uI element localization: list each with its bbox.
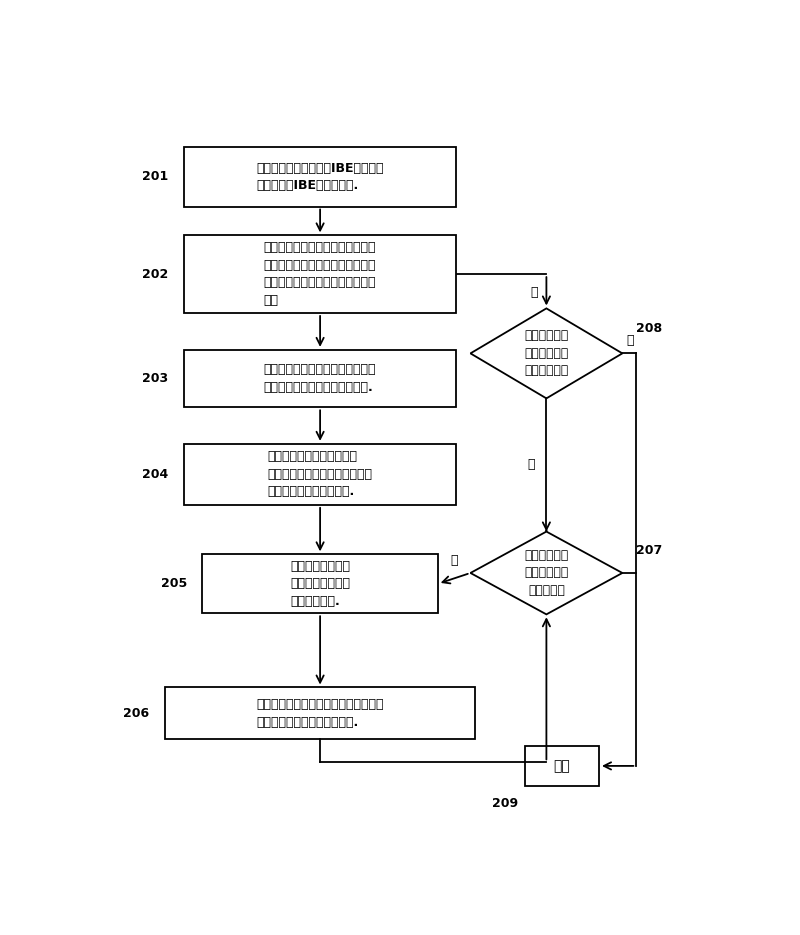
Text: 否: 否 [530, 286, 538, 299]
Bar [184, 236, 457, 313]
Text: 密钥管理中心完成系统IBE参数建立
和系统用户IBE密钥的分发.: 密钥管理中心完成系统IBE参数建立 和系统用户IBE密钥的分发. [256, 162, 384, 193]
Text: 207: 207 [636, 543, 662, 556]
Bar [184, 350, 457, 408]
Text: 204: 204 [142, 468, 168, 481]
Text: 组控制单元完成组播组接收端的接
入，生成组成员身份标识列表，将
组成员身份标识列表发送给密钥单
元。: 组控制单元完成组播组接收端的接 入，生成组成员身份标识列表，将 组成员身份标识列… [264, 241, 376, 307]
Text: 203: 203 [142, 372, 168, 385]
Polygon shape [470, 309, 622, 398]
Text: 组控制单元判
断组播组成员
数目是否为零: 组控制单元判 断组播组成员 数目是否为零 [524, 329, 569, 378]
Text: 是: 是 [626, 334, 634, 347]
Bar [165, 687, 475, 740]
Bar [525, 746, 599, 786]
Bar [184, 148, 457, 207]
Polygon shape [470, 532, 622, 614]
Bar [202, 554, 438, 613]
Text: 205: 205 [161, 577, 187, 590]
Text: 接收端接收来自发送端的组播密文，根
据各自的私钥对组播密文解密.: 接收端接收来自发送端的组播密文，根 据各自的私钥对组播密文解密. [256, 698, 384, 728]
Text: 201: 201 [142, 170, 168, 183]
Text: 208: 208 [636, 323, 662, 335]
Text: 209: 209 [492, 797, 518, 810]
Text: 结束: 结束 [554, 759, 570, 773]
Text: 202: 202 [142, 267, 168, 280]
Text: 否: 否 [450, 554, 458, 567]
Text: 密钥单元生成组加密公钥、随机会
话密钥对和各个接入端的子密钥.: 密钥单元生成组加密公钥、随机会 话密钥对和各个接入端的子密钥. [264, 364, 376, 394]
Text: 发送端对组播信息
加密，将组播密文
发送到接收端.: 发送端对组播信息 加密，将组播密文 发送到接收端. [290, 560, 350, 608]
Text: 206: 206 [123, 707, 150, 720]
Text: 组控制单元判
断组播组是否
有成员变化: 组控制单元判 断组播组是否 有成员变化 [524, 549, 569, 597]
Text: 密钥单元根据系统主密钥、
组加密公钥和随机会话私钥进行
双线性运算，生成哈希值.: 密钥单元根据系统主密钥、 组加密公钥和随机会话私钥进行 双线性运算，生成哈希值. [267, 451, 373, 498]
Bar [184, 444, 457, 505]
Text: 是: 是 [527, 458, 534, 471]
